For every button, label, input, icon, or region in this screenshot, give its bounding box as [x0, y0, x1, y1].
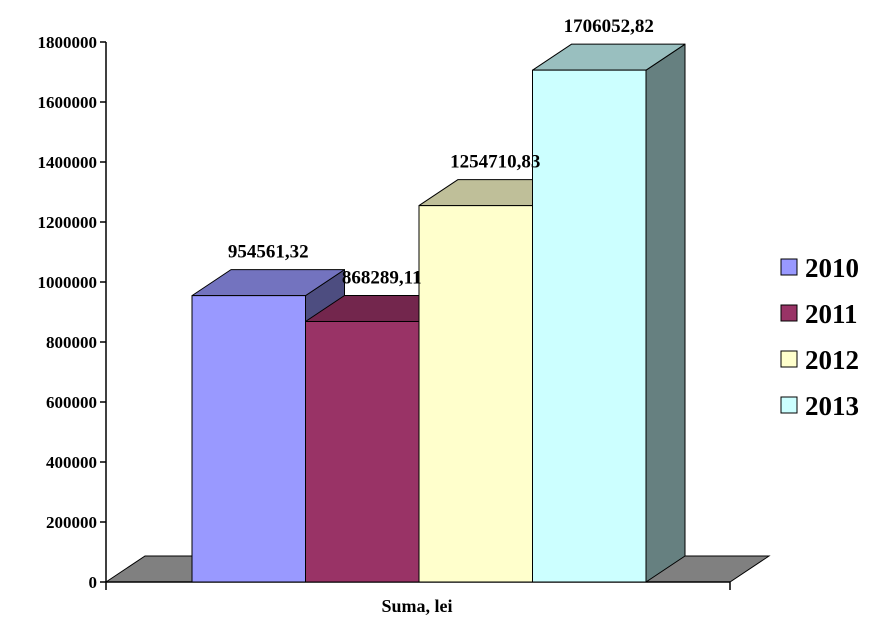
bar-front-2011	[305, 321, 420, 583]
y-tick-label: 0	[89, 573, 98, 592]
legend-swatch-2011	[780, 304, 798, 322]
y-tick-label: 1400000	[38, 153, 98, 172]
legend-swatch-2013	[780, 396, 798, 414]
data-label-2011: 868289,11	[342, 268, 422, 289]
legend-label-2011: 2011	[805, 299, 858, 329]
bar-front-2013	[532, 69, 647, 583]
data-label-2012: 1254710,83	[450, 152, 540, 173]
legend-label-2013: 2013	[805, 391, 859, 421]
legend-label-2010: 2010	[805, 253, 859, 283]
y-tick-label: 800000	[46, 333, 97, 352]
bar-front-2012	[418, 205, 533, 583]
legend-swatch-2012	[780, 350, 798, 368]
bars	[191, 43, 686, 583]
legend-swatch-2010	[780, 258, 798, 276]
legend: 2010 2011 2012 2013	[780, 253, 859, 421]
y-tick-label: 600000	[46, 393, 97, 412]
bar-front-2010	[191, 295, 306, 583]
y-tick-label: 1600000	[38, 93, 98, 112]
y-tick-label: 1000000	[38, 273, 98, 292]
x-axis-label: Suma, lei	[381, 596, 452, 616]
legend-label-2012: 2012	[805, 345, 859, 375]
y-tick-label: 200000	[46, 513, 97, 532]
y-tick-label: 1200000	[38, 213, 98, 232]
data-label-2010: 954561,32	[228, 242, 309, 263]
data-labels: 954561,32 868289,11 1254710,83 1706052,82	[228, 16, 654, 288]
data-label-2013: 1706052,82	[564, 16, 654, 37]
y-tick-label: 1800000	[38, 33, 98, 52]
bar-2013	[532, 43, 686, 583]
bar-side-2013	[645, 43, 686, 583]
y-tick-label: 400000	[46, 453, 97, 472]
